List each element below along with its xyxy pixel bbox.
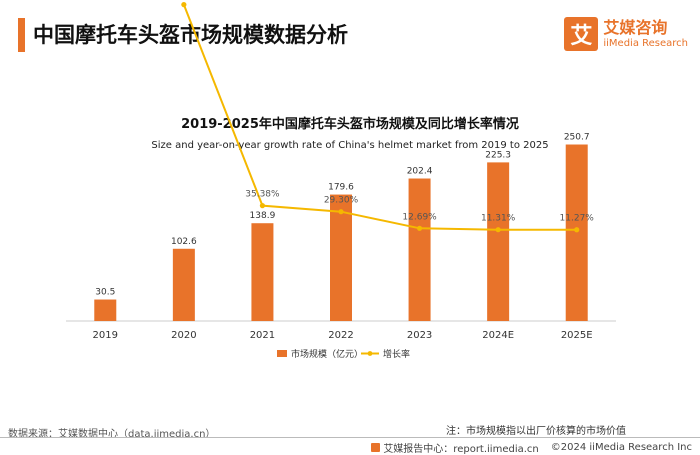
bar-2021 (251, 223, 274, 321)
growth-point-2022 (338, 209, 344, 215)
title-accent-bar (18, 18, 25, 52)
growth-label-2023: 12.69% (402, 212, 437, 222)
x-tick-2021: 2021 (250, 330, 275, 341)
bar-label-2019: 30.5 (95, 288, 115, 298)
legend-bar-swatch (277, 350, 287, 357)
x-tick-2023: 2023 (407, 330, 432, 341)
page-title: 中国摩托车头盔市场规模数据分析 (33, 23, 348, 47)
footer-divider (0, 437, 700, 438)
bar-label-2022: 179.6 (328, 183, 354, 193)
chart-subtitle: Size and year-on-year growth rate of Chi… (151, 140, 548, 151)
legend-line-marker (367, 351, 373, 356)
logo-name: 艾媒咨询 (603, 17, 668, 37)
bar-2020 (172, 248, 195, 321)
x-tick-2025E: 2025E (561, 330, 593, 341)
growth-label-2024E: 11.31% (481, 214, 516, 224)
bar-label-2025E: 250.7 (564, 133, 590, 143)
growth-point-2025E (574, 227, 580, 233)
bar-2019 (94, 299, 117, 321)
growth-label-2025E: 11.27% (560, 214, 595, 224)
bar-2025E (565, 144, 588, 321)
x-tick-2020: 2020 (171, 330, 196, 341)
growth-point-2024E (495, 227, 501, 233)
logo-subtitle: iiMedia Research (603, 37, 688, 49)
growth-point-2021 (259, 203, 266, 209)
legend-line-label: 增长率 (383, 348, 410, 360)
bar-label-2024E: 225.3 (485, 150, 511, 160)
report-center-link[interactable]: 艾媒报告中心：report.iimedia.cn (383, 444, 539, 455)
mini-logo-icon (371, 443, 381, 452)
bar-2024E (487, 162, 510, 321)
bar-label-2023: 202.4 (407, 167, 433, 177)
copyright-text: ©2024 iiMedia Research Inc (550, 442, 692, 453)
bar-label-2020: 102.6 (171, 237, 197, 247)
x-tick-2024E: 2024E (482, 330, 514, 341)
bar-label-2021: 138.9 (250, 211, 276, 221)
logo-mark: 艾 (564, 17, 599, 51)
x-tick-2019: 2019 (93, 330, 118, 341)
growth-rate-line (182, 4, 577, 231)
footer-credits: 艾媒报告中心：report.iimedia.cn ©2024 iiMedia R… (371, 440, 692, 455)
bar-2022 (330, 194, 352, 321)
x-tick-2022: 2022 (328, 330, 353, 341)
bar-2023 (408, 178, 431, 321)
growth-label-2022: 29.30% (324, 196, 359, 206)
growth-point-2023 (416, 225, 423, 231)
footnote: 注：市场规模指以出厂价核算的市场价值 (446, 426, 626, 437)
data-source: 数据来源：艾媒数据中心（data.iimedia.cn） (8, 429, 216, 440)
growth-point-2020 (181, 2, 187, 8)
chart-title: 2019-2025年中国摩托车头盔市场规模及同比增长率情况 (181, 116, 519, 132)
legend-bar-label: 市场规模（亿元） (291, 348, 363, 360)
iimedia-logo: 艾 艾媒咨询 iiMedia Research (564, 16, 688, 52)
growth-label-2021: 35.38% (245, 190, 280, 200)
